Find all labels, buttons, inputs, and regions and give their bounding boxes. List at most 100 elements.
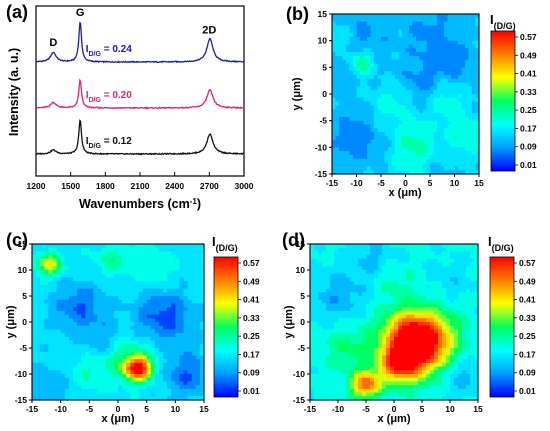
heatmap-cell <box>472 97 476 102</box>
heatmap-cell <box>444 109 448 114</box>
heatmap-cell <box>367 25 371 30</box>
heatmap-cell <box>398 101 403 106</box>
x-tick-label-a: 1500 <box>61 181 80 191</box>
heatmap-cell <box>446 277 451 282</box>
heatmap-cell <box>183 299 188 304</box>
heatmap-cell <box>419 78 424 83</box>
heatmap-cell <box>450 284 455 289</box>
heatmap-cell <box>146 255 152 260</box>
heatmap-cell <box>154 322 160 327</box>
heatmap-cell <box>414 329 419 334</box>
heatmap-cell <box>171 307 176 312</box>
heatmap-cell <box>310 322 315 327</box>
heatmap-cell <box>48 273 53 278</box>
heatmap-cell <box>146 385 152 390</box>
heatmap-cell <box>354 325 359 330</box>
heatmap-cell <box>56 296 62 301</box>
heatmap-cell <box>105 247 111 252</box>
heatmap-cell <box>374 128 378 133</box>
heatmap-cell <box>134 255 139 260</box>
heatmap-cell <box>158 296 164 301</box>
heatmap-cell <box>430 25 434 30</box>
heatmap-cell <box>150 322 156 327</box>
heatmap-cell <box>175 359 180 364</box>
heatmap-cell <box>423 151 427 156</box>
heatmap-cell <box>430 21 434 26</box>
heatmap-cell <box>416 132 420 137</box>
heatmap-cell <box>150 273 156 278</box>
heatmap-cell <box>388 139 392 144</box>
heatmap-cell <box>475 82 480 87</box>
heatmap-cell <box>44 359 49 364</box>
heatmap-cell <box>454 29 459 34</box>
heatmap-cell <box>468 14 473 19</box>
heatmap-cell <box>416 52 420 57</box>
heatmap-cell <box>454 94 459 99</box>
heatmap-cell <box>334 284 339 289</box>
heatmap-cell <box>195 344 201 349</box>
heatmap-cell <box>382 348 387 353</box>
heatmap-cell <box>360 40 364 45</box>
heatmap-cell <box>426 67 431 72</box>
heatmap-cell <box>183 329 188 334</box>
heatmap-cell <box>430 120 434 125</box>
heatmap-cell <box>412 147 417 152</box>
heatmap-cell <box>426 63 431 68</box>
heatmap-cell <box>472 59 476 64</box>
heatmap-cell <box>451 113 455 118</box>
heatmap-cell <box>350 322 355 327</box>
heatmap-cell <box>356 82 361 87</box>
heatmap-cell <box>56 329 62 334</box>
heatmap-cell <box>395 48 399 53</box>
heatmap-cell <box>458 314 463 319</box>
heatmap-cell <box>335 97 340 102</box>
heatmap-cell <box>414 307 419 312</box>
heatmap-cell <box>346 277 351 282</box>
heatmap-cell <box>142 362 148 367</box>
heatmap-cell <box>386 336 391 341</box>
heatmap-cell <box>422 322 427 327</box>
heatmap-cell <box>409 116 413 122</box>
heatmap-cell <box>451 74 455 80</box>
heatmap-cell <box>339 143 343 148</box>
heatmap-cell <box>461 59 466 64</box>
heatmap-cell <box>374 29 378 34</box>
heatmap-cell <box>414 251 419 256</box>
heatmap-cell <box>142 377 148 382</box>
heatmap-cell <box>130 303 135 308</box>
heatmap-cell <box>458 154 462 160</box>
heatmap-cell <box>447 63 452 68</box>
heatmap-cell <box>395 25 399 30</box>
heatmap-cell <box>97 303 102 308</box>
heatmap-cell <box>388 21 392 26</box>
heatmap-cell <box>97 251 102 256</box>
heatmap-cell <box>412 29 417 34</box>
heatmap-cell <box>97 344 102 349</box>
heatmap-cell <box>32 362 37 367</box>
heatmap-cell <box>126 370 131 375</box>
heatmap-cell <box>381 97 385 102</box>
heatmap-cell <box>384 82 389 87</box>
heatmap-cell <box>89 325 94 330</box>
heatmap-cell <box>466 262 471 267</box>
heatmap-cell <box>444 154 448 160</box>
heatmap-cell <box>412 120 417 125</box>
heatmap-cell <box>326 325 331 330</box>
heatmap-cell <box>458 336 463 341</box>
heatmap-cell <box>367 21 371 26</box>
heatmap-cell <box>167 270 172 275</box>
heatmap-cell <box>118 381 123 386</box>
heatmap-cell <box>374 284 379 289</box>
heatmap-cell <box>412 97 417 102</box>
heatmap-cell <box>183 362 188 367</box>
colorbar-tick-label: 0.49 <box>520 50 537 60</box>
heatmap-cell <box>72 288 78 293</box>
heatmap-cell <box>466 333 471 338</box>
heatmap-cell <box>154 247 160 252</box>
heatmap-cell <box>416 135 420 141</box>
heatmap-cell <box>438 262 443 267</box>
heatmap-cell <box>130 307 135 312</box>
heatmap-cell <box>458 36 462 42</box>
heatmap-cell <box>409 113 413 118</box>
heatmap-cell <box>470 318 475 323</box>
